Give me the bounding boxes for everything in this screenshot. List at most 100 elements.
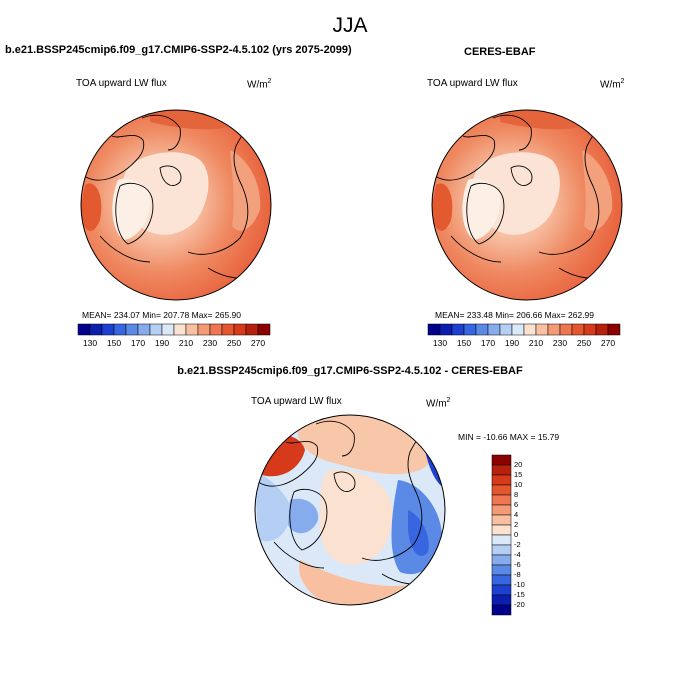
model-colorbar-swatch: [209, 323, 223, 336]
obs-colorbar-tick-label: 190: [504, 338, 520, 348]
model-map-border: [80, 109, 272, 301]
diff-colorbar-swatch: [491, 584, 512, 596]
model-colorbar-tick-label: 250: [226, 338, 242, 348]
obs-colorbar-swatch: [523, 323, 537, 336]
model-colorbar-swatch: [161, 323, 175, 336]
diff-colorbar-tick-label: -20: [514, 600, 525, 609]
diff-colorbar-tick-label: -4: [514, 550, 521, 559]
model-polar-map: [80, 109, 272, 301]
obs-colorbar-tick-label: 250: [576, 338, 592, 348]
obs-colorbar-swatch: [487, 323, 501, 336]
model-colorbar-tick-label: 210: [178, 338, 194, 348]
diff-colorbar-swatch: [491, 474, 512, 486]
model-colorbar-swatch: [221, 323, 235, 336]
model-colorbar: [77, 323, 271, 336]
obs-colorbar-tick-label: 170: [480, 338, 496, 348]
diff-colorbar-tick-label: -2: [514, 540, 521, 549]
diff-colorbar-swatch: [491, 554, 512, 566]
model-colorbar-swatch: [149, 323, 163, 336]
obs-panel-title: CERES-EBAF: [464, 46, 536, 58]
model-colorbar-tick-label: 130: [82, 338, 98, 348]
obs-pacific-field: [500, 110, 586, 130]
model-greenland-field: [112, 178, 151, 240]
season-title: JJA: [332, 14, 368, 37]
diff-colorbar-swatch: [491, 484, 512, 496]
model-colorbar-swatch: [233, 323, 247, 336]
diff-colorbar-swatch: [491, 454, 512, 466]
model-colorbar-swatch: [89, 323, 103, 336]
model-colorbar-tick-label: 270: [250, 338, 266, 348]
diff-colorbar-tick-label: 15: [514, 470, 523, 479]
obs-colorbar-swatch: [463, 323, 477, 336]
obs-colorbar-swatch: [595, 323, 609, 336]
obs-stats: MEAN= 233.48 Min= 206.66 Max= 262.99: [435, 310, 595, 320]
diff-colorbar-swatch: [491, 504, 512, 516]
diff-colorbar-tick-label: -10: [514, 580, 525, 589]
obs-colorbar-swatch: [499, 323, 513, 336]
obs-colorbar-swatch: [427, 323, 441, 336]
model-pacific-field: [150, 110, 235, 130]
diff-colorbar-tick-label: 0: [514, 530, 519, 539]
obs-atlantic-field: [432, 183, 453, 231]
obs-siberia-field: [582, 150, 613, 231]
diff-colorbar-swatch: [491, 564, 512, 576]
diff-colorbar-swatch: [491, 574, 512, 586]
obs-colorbar-swatch: [607, 323, 621, 336]
diff-colorbar-swatch: [491, 604, 512, 616]
diff-colorbar-swatch: [491, 494, 512, 506]
diff-colorbar-tick-label: 8: [514, 490, 519, 499]
obs-colorbar-tick-label: 150: [456, 338, 472, 348]
diff-colorbar-tick-label: 2: [514, 520, 519, 529]
diff-colorbar-swatch: [491, 514, 512, 526]
obs-map-border: [431, 109, 623, 301]
obs-colorbar-swatch: [475, 323, 489, 336]
diff-arctic-positive: [319, 469, 393, 566]
obs-colorbar-swatch: [559, 323, 573, 336]
diff-colorbar-tick-label: -8: [514, 570, 521, 579]
obs-colorbar-swatch: [535, 323, 549, 336]
obs-variable-label: TOA upward LW flux: [427, 78, 518, 89]
diff-map-border: [254, 414, 446, 606]
obs-greenland-field: [462, 178, 501, 240]
obs-colorbar-swatch: [439, 323, 453, 336]
obs-colorbar-tick-label: 210: [528, 338, 544, 348]
diff-panel-title: b.e21.BSSP245cmip6.f09_g17.CMIP6-SSP2-4.…: [177, 365, 523, 377]
obs-colorbar: [427, 323, 621, 336]
diff-polar-map: [254, 414, 446, 606]
diff-colorbar-tick-label: 10: [514, 480, 523, 489]
model-atlantic-field: [81, 183, 102, 231]
obs-colorbar-swatch: [451, 323, 465, 336]
obs-colorbar-tick-label: 230: [552, 338, 568, 348]
model-units-label: W/m2: [247, 78, 272, 91]
diff-colorbar-swatch: [491, 594, 512, 606]
obs-colorbar-swatch: [511, 323, 525, 336]
model-colorbar-swatch: [77, 323, 91, 336]
model-colorbar-swatch: [197, 323, 211, 336]
model-colorbar-swatch: [173, 323, 187, 336]
model-variable-label: TOA upward LW flux: [76, 78, 167, 89]
diff-colorbar-tick-label: 4: [514, 510, 519, 519]
obs-colorbar-tick-label: 130: [432, 338, 448, 348]
diff-colorbar-tick-label: 20: [514, 460, 523, 469]
diff-atlantic-negative: [255, 470, 292, 542]
model-colorbar-tick-label: 230: [202, 338, 218, 348]
obs-colorbar-tick-label: 270: [600, 338, 616, 348]
diff-colorbar-tick-label: 6: [514, 500, 519, 509]
diff-colorbar-tick-label: -15: [514, 590, 525, 599]
model-colorbar-tick-label: 190: [154, 338, 170, 348]
diff-greenland-negative: [288, 498, 319, 534]
model-colorbar-tick-label: 170: [130, 338, 146, 348]
model-siberia-field: [230, 150, 261, 231]
diff-colorbar-swatch: [491, 524, 512, 536]
obs-colorbar-swatch: [583, 323, 597, 336]
model-colorbar-swatch: [257, 323, 271, 336]
model-colorbar-swatch: [185, 323, 199, 336]
diff-europe-positive: [299, 560, 410, 605]
model-colorbar-swatch: [113, 323, 127, 336]
model-colorbar-swatch: [125, 323, 139, 336]
diff-colorbar-swatch: [491, 534, 512, 546]
obs-units-label: W/m2: [600, 78, 625, 91]
diff-colorbar-tick-label: -6: [514, 560, 521, 569]
diff-units-label: W/m2: [426, 397, 451, 410]
